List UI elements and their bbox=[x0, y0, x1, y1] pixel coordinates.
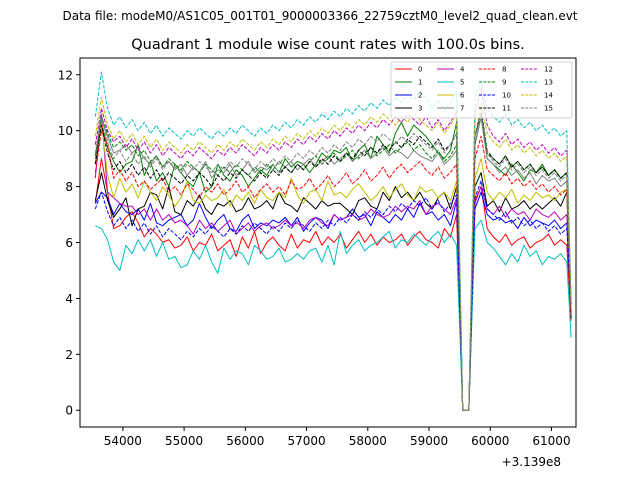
legend-label-3: 3 bbox=[418, 105, 422, 113]
series-line-12 bbox=[94, 88, 572, 411]
suptitle: Data file: modeM0/AS1C05_001T01_90000033… bbox=[62, 9, 577, 23]
legend-label-8: 8 bbox=[502, 66, 506, 74]
series-line-5 bbox=[95, 219, 572, 411]
x-axis: 54000 55000 56000 57000 58000 59000 60000 61000 bbox=[104, 427, 571, 448]
x-tick-label: 60000 bbox=[471, 434, 509, 448]
series-line-6 bbox=[94, 121, 572, 411]
legend-label-10: 10 bbox=[502, 92, 511, 100]
series-line-8 bbox=[94, 130, 572, 411]
series-line-10 bbox=[94, 180, 572, 411]
series-line-14 bbox=[94, 96, 572, 411]
y-axis: 0 2 4 6 8 10 12 bbox=[58, 68, 80, 418]
series-line-7 bbox=[94, 116, 572, 411]
series-line-15 bbox=[94, 113, 572, 411]
legend-label-7: 7 bbox=[460, 105, 464, 113]
legend-label-9: 9 bbox=[502, 79, 506, 87]
chart-title: Quadrant 1 module wise count rates with … bbox=[131, 37, 525, 53]
y-tick-label: 12 bbox=[58, 68, 73, 82]
legend-label-1: 1 bbox=[418, 79, 422, 87]
y-tick-label: 0 bbox=[65, 404, 73, 418]
series-line-11 bbox=[94, 113, 572, 411]
y-tick-label: 6 bbox=[65, 236, 73, 250]
y-tick-label: 10 bbox=[58, 124, 73, 138]
x-tick-label: 58000 bbox=[349, 434, 387, 448]
legend-label-6: 6 bbox=[460, 92, 465, 100]
legend-label-0: 0 bbox=[418, 66, 422, 74]
legend-label-11: 11 bbox=[502, 105, 511, 113]
y-tick-label: 4 bbox=[65, 292, 73, 306]
legend-label-14: 14 bbox=[544, 92, 553, 100]
x-offset-label: +3.139e8 bbox=[502, 455, 561, 469]
legend-label-4: 4 bbox=[460, 66, 465, 74]
legend-label-15: 15 bbox=[544, 105, 553, 113]
x-tick-label: 55000 bbox=[165, 434, 203, 448]
x-tick-label: 57000 bbox=[287, 434, 325, 448]
legend-label-12: 12 bbox=[544, 66, 553, 74]
series-line-0 bbox=[94, 158, 572, 411]
x-tick-label: 59000 bbox=[410, 434, 448, 448]
x-tick-label: 56000 bbox=[226, 434, 264, 448]
x-tick-label: 61000 bbox=[532, 434, 570, 448]
y-tick-label: 2 bbox=[65, 348, 73, 362]
series-line-13 bbox=[94, 71, 572, 411]
series-lines bbox=[94, 71, 572, 411]
legend-label-2: 2 bbox=[418, 92, 422, 100]
legend-box bbox=[390, 61, 573, 119]
legend-label-5: 5 bbox=[460, 79, 464, 87]
legend-label-13: 13 bbox=[544, 79, 553, 87]
x-tick-label: 54000 bbox=[104, 434, 142, 448]
y-tick-label: 8 bbox=[65, 180, 73, 194]
